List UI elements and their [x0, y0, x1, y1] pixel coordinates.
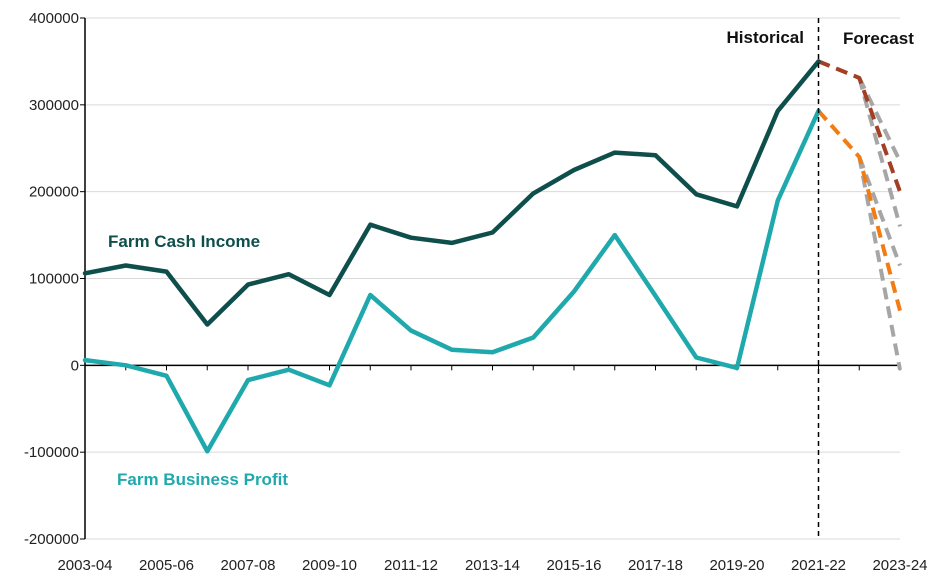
- y-tick-label: -200000: [24, 531, 79, 548]
- y-tick-label: -100000: [24, 444, 79, 461]
- x-tick-label: 2017-18: [628, 557, 683, 574]
- x-tick-label: 2021-22: [791, 557, 846, 574]
- x-tick-label: 2019-20: [709, 557, 764, 574]
- forecast-scenario-line-5: [857, 77, 902, 227]
- y-tick-label: 100000: [29, 271, 79, 288]
- x-tick-label: 2009-10: [302, 557, 357, 574]
- y-tick-label: 200000: [29, 184, 79, 201]
- forecast-scenario-line-7: [857, 156, 902, 371]
- x-tick-label: 2007-08: [220, 557, 275, 574]
- y-tick-label: 0: [71, 357, 79, 374]
- historical-label: Historical: [727, 28, 804, 47]
- forecast-scenario-line-2: [817, 59, 902, 193]
- y-tick-labels: -200000 -100000 0 100000 200000 300000 400000: [24, 10, 79, 548]
- x-tick-label: 2003-04: [57, 557, 112, 574]
- forecast-scenario-line-4: [857, 77, 902, 163]
- x-tick-label: 2011-12: [384, 557, 438, 574]
- farm-cash-income-line: [82, 59, 821, 327]
- x-tick-label: 2005-06: [139, 557, 194, 574]
- axes: [80, 17, 901, 540]
- y-tick-label: 400000: [29, 10, 79, 27]
- x-tick-label: 2015-16: [546, 557, 601, 574]
- y-tick-label: 300000: [29, 97, 79, 114]
- series-layer: [82, 59, 902, 454]
- x-tick-label: 2013-14: [465, 557, 520, 574]
- forecast-scenario-line-3: [817, 109, 902, 312]
- x-tick-labels: 2003-04 2005-06 2007-08 2009-10 2011-12 2013-…: [57, 557, 927, 574]
- x-tick-label: 2023-24: [872, 557, 927, 574]
- farm-business-profit-line: [82, 108, 821, 454]
- farm-business-profit-label: Farm Business Profit: [117, 470, 288, 489]
- forecast-label: Forecast: [843, 29, 914, 48]
- farm-cash-income-label: Farm Cash Income: [108, 232, 260, 251]
